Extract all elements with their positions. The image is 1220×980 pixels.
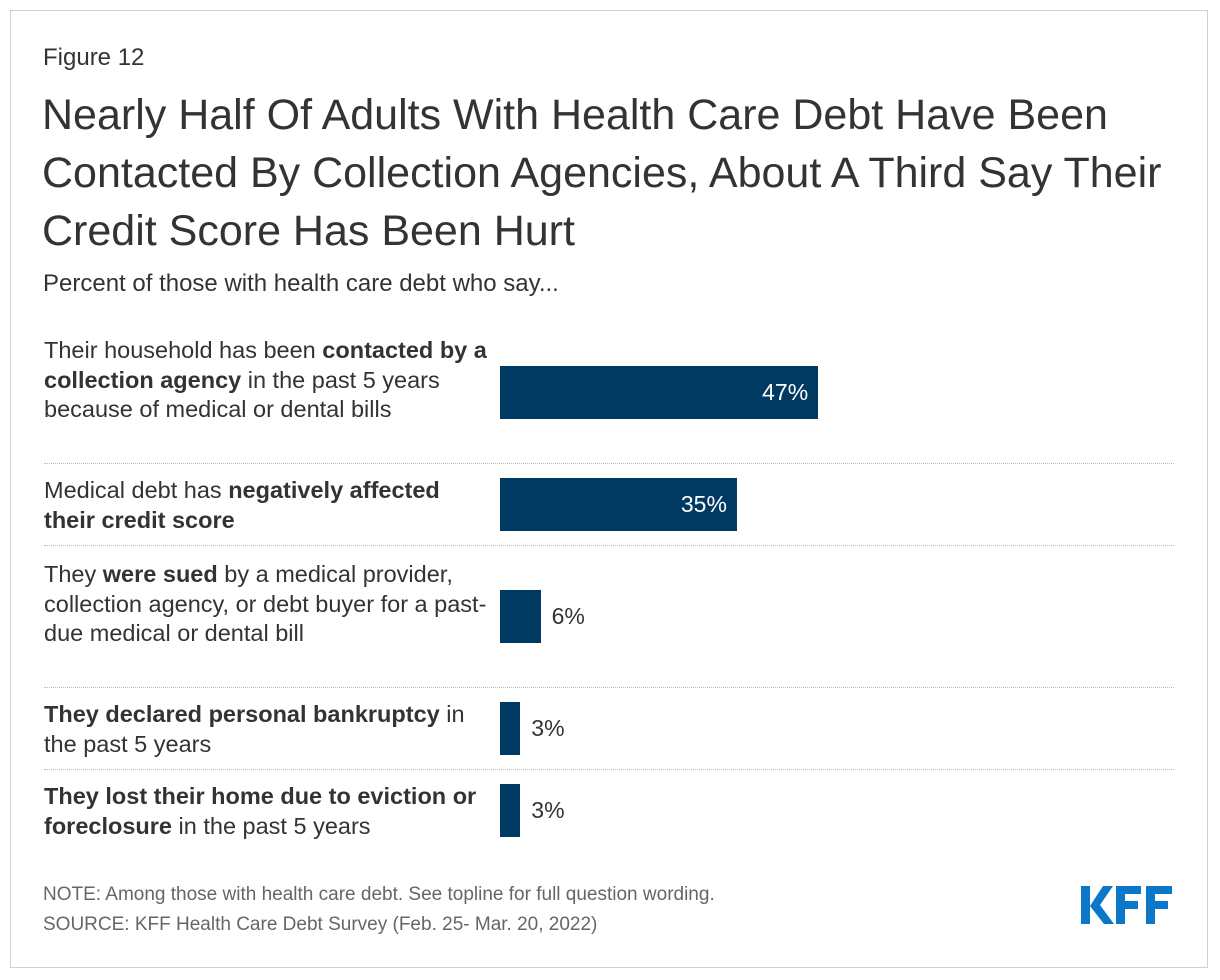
category-label-segment: Medical debt has [44,477,229,503]
bar [500,784,521,837]
row-divider [44,687,1174,688]
bar [500,702,521,755]
data-label: 3% [531,797,565,823]
data-label: 35% [680,491,727,517]
note-text: NOTE: Among those with health care debt.… [43,884,715,905]
figure-frame [10,10,1208,968]
category-label-segment: negatively affected their credit score [44,477,440,533]
category-label: They were sued by a medical provider, co… [44,560,494,649]
category-label-segment: contacted by a collection agency [44,337,487,393]
category-label: They declared personal bankruptcy in the… [44,700,494,759]
category-label-segment: They declared personal bankruptcy [44,701,440,727]
category-label: They lost their home due to eviction or … [44,782,494,841]
category-label-segment: They [44,561,103,587]
bar [500,478,737,531]
row-divider [44,545,1174,546]
data-label: 3% [531,715,565,741]
category-label-segment: Their household has been [44,337,323,363]
category-label-segment: They lost their home due to eviction or … [44,783,477,839]
data-label: 47% [762,379,809,405]
chart-title: Nearly Half Of Adults With Health Care D… [42,91,1162,255]
source-text: SOURCE: KFF Health Care Debt Survey (Feb… [43,914,598,935]
category-label-segment: by a medical provider, collection agency… [44,561,487,646]
bar [500,590,541,643]
data-label: 6% [551,603,585,629]
category-label: Medical debt has negatively affected the… [44,476,494,535]
kff-logo [1081,884,1177,931]
category-label: Their household has been contacted by a … [44,336,494,425]
figure-label: Figure 12 [43,44,145,71]
category-label-segment: in the past 5 years [172,812,371,839]
chart-subtitle: Percent of those with health care debt w… [43,270,559,297]
bar [500,366,819,419]
row-divider [44,463,1174,464]
category-label-segment: in the past 5 years [44,701,465,757]
category-label-segment: were sued [102,561,218,587]
row-divider [44,769,1174,770]
category-label-segment: in the past 5 years because of medical o… [44,366,440,423]
